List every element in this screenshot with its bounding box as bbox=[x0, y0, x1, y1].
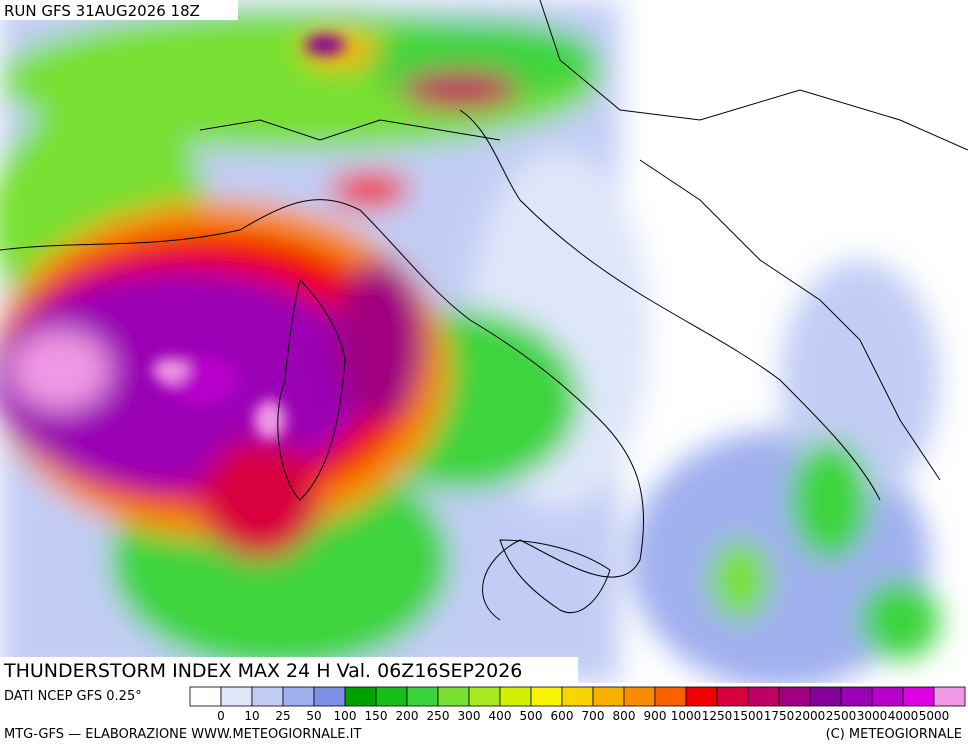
run-box bbox=[0, 0, 238, 20]
legend-label: 25 bbox=[275, 709, 290, 723]
legend-swatch bbox=[871, 686, 904, 707]
legend-label: 1750 bbox=[764, 709, 795, 723]
legend-label: 500 bbox=[520, 709, 543, 723]
title-box bbox=[0, 657, 578, 683]
legend-swatch bbox=[220, 686, 253, 707]
legend-swatch bbox=[189, 686, 222, 707]
legend-swatch bbox=[406, 686, 439, 707]
legend-swatch bbox=[778, 686, 811, 707]
legend-swatch bbox=[902, 686, 935, 707]
legend-label: 1000 bbox=[671, 709, 702, 723]
legend-label: 10 bbox=[244, 709, 259, 723]
legend: 0 10 25 50 100 150 200 250 300 400 500 600 700 800 900… bbox=[189, 686, 966, 723]
legend-swatch bbox=[685, 686, 718, 707]
legend-label: 4000 bbox=[888, 709, 919, 723]
footer-left: MTG-GFS — ELABORAZIONE WWW.METEOGIORNALE… bbox=[4, 727, 361, 742]
legend-swatch bbox=[468, 686, 501, 707]
legend-swatch bbox=[561, 686, 594, 707]
map-title: THUNDERSTORM INDEX MAX 24 H Val. 06Z16SE… bbox=[3, 660, 522, 682]
legend-label: 300 bbox=[458, 709, 481, 723]
legend-label: 5000 bbox=[919, 709, 950, 723]
legend-swatch bbox=[592, 686, 625, 707]
legend-label: 3000 bbox=[857, 709, 888, 723]
legend-swatch bbox=[251, 686, 284, 707]
legend-label: 900 bbox=[644, 709, 667, 723]
legend-label: 400 bbox=[489, 709, 512, 723]
legend-label: 250 bbox=[427, 709, 450, 723]
legend-swatch bbox=[654, 686, 687, 707]
legend-label: 2000 bbox=[795, 709, 826, 723]
run-label: RUN GFS 31AUG2026 18Z bbox=[4, 2, 200, 20]
coastlines bbox=[0, 0, 968, 621]
legend-swatch bbox=[840, 686, 873, 707]
legend-label: 150 bbox=[365, 709, 388, 723]
legend-swatch bbox=[437, 686, 470, 707]
legend-label: 1500 bbox=[733, 709, 764, 723]
legend-swatch bbox=[747, 686, 780, 707]
legend-swatch bbox=[375, 686, 408, 707]
field-detail bbox=[152, 35, 345, 440]
legend-label: 0 bbox=[217, 709, 225, 723]
legend-swatch bbox=[933, 686, 966, 707]
legend-swatch bbox=[623, 686, 656, 707]
footer-right: (C) METEOGIORNALE bbox=[826, 727, 962, 742]
legend-swatch bbox=[809, 686, 842, 707]
legend-swatch bbox=[282, 686, 315, 707]
legend-label: 700 bbox=[582, 709, 605, 723]
legend-swatch bbox=[530, 686, 563, 707]
legend-swatch bbox=[499, 686, 532, 707]
legend-label: 50 bbox=[306, 709, 321, 723]
legend-label: 200 bbox=[396, 709, 419, 723]
legend-swatch bbox=[313, 686, 346, 707]
legend-label: 800 bbox=[613, 709, 636, 723]
legend-label: 100 bbox=[334, 709, 357, 723]
legend-swatch bbox=[716, 686, 749, 707]
source-label: DATI NCEP GFS 0.25° bbox=[4, 689, 142, 704]
legend-label: 2500 bbox=[826, 709, 857, 723]
legend-label: 1250 bbox=[702, 709, 733, 723]
legend-label: 600 bbox=[551, 709, 574, 723]
legend-swatch bbox=[344, 686, 377, 707]
